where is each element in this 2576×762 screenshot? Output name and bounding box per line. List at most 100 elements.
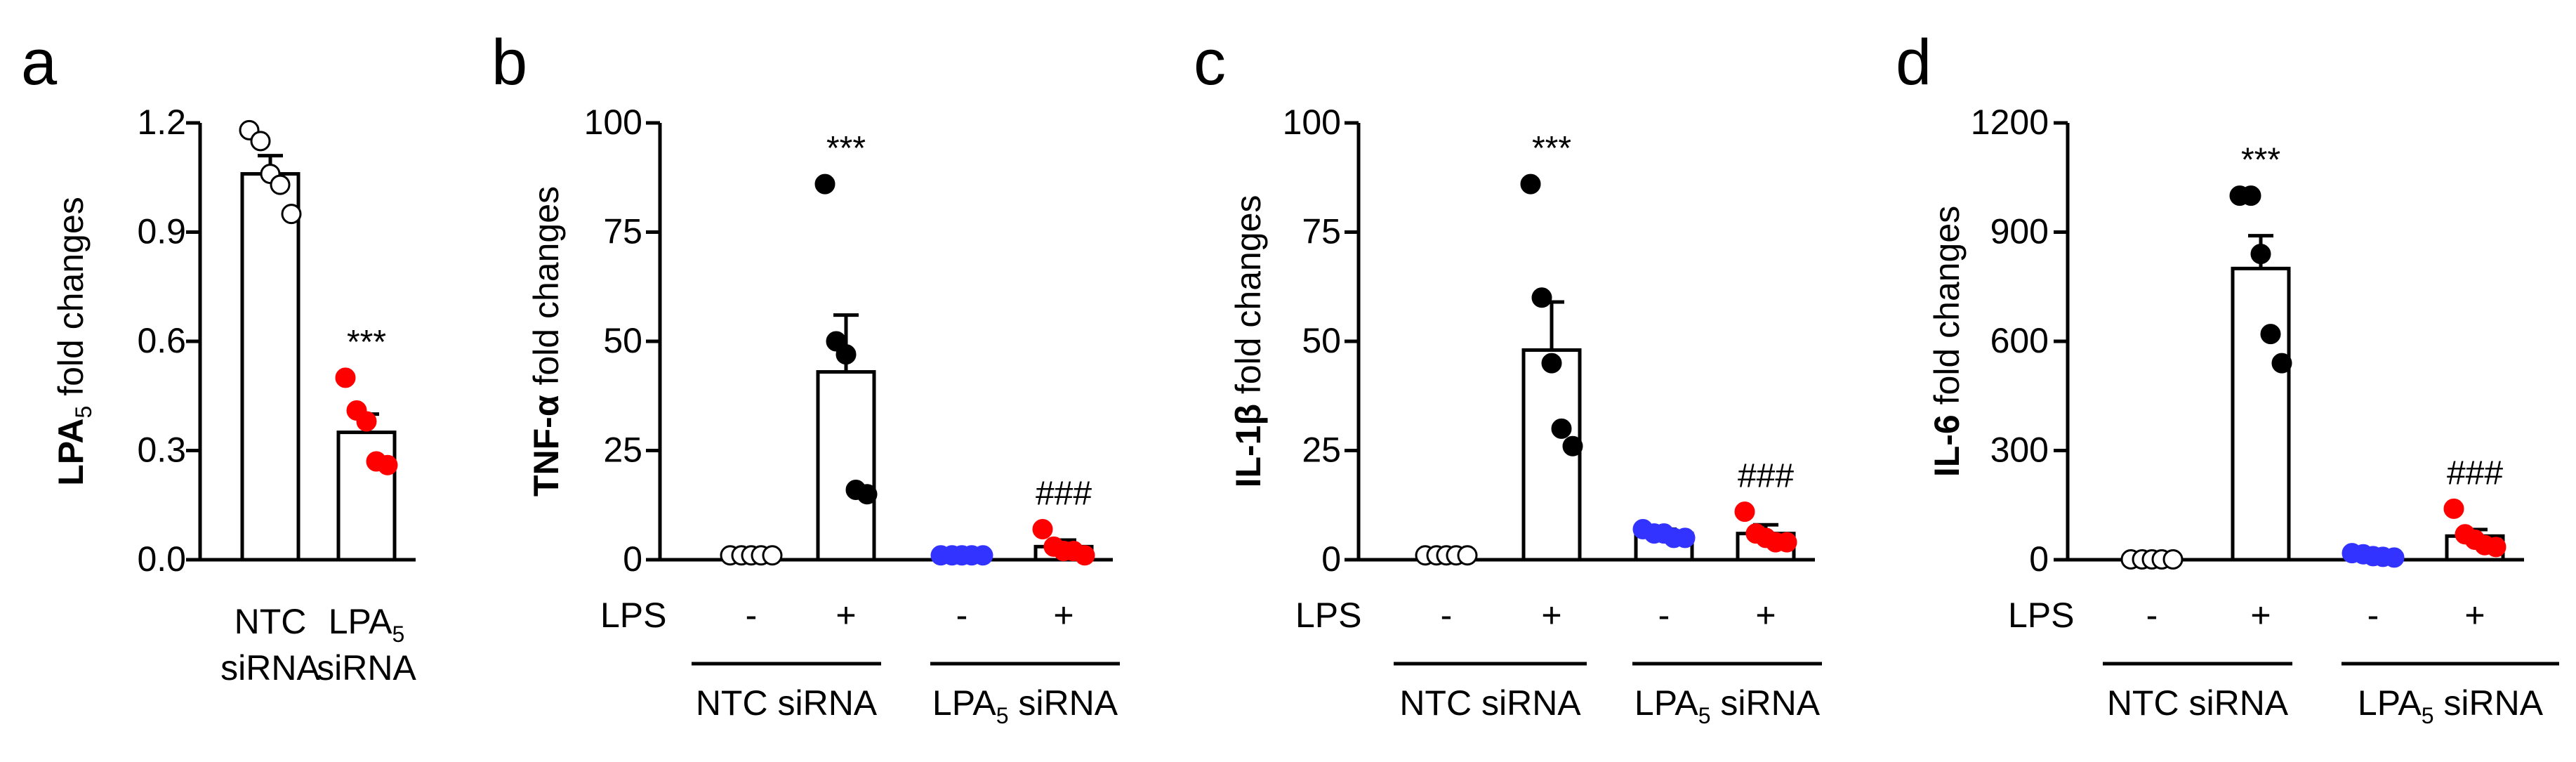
lps-sign: -: [746, 596, 758, 635]
group-label: LPA5 siRNA: [1634, 683, 1821, 728]
data-point: [2240, 185, 2261, 206]
group-label: LPA5 siRNA: [932, 683, 1118, 728]
category-label-line1: LPA5: [329, 602, 405, 647]
y-tick-label: 0.3: [137, 431, 186, 470]
y-axis-title-rest: fold changes: [527, 186, 566, 395]
y-tick-label: 0.0: [137, 539, 186, 579]
data-point: [2250, 244, 2271, 265]
y-axis-title-rest: fold changes: [1927, 206, 1967, 414]
significance-annotation: ***: [2241, 142, 2280, 179]
y-tick-label: 100: [584, 103, 642, 142]
group-label-name: NTC siRNA: [2107, 683, 2289, 723]
data-point: [1675, 527, 1696, 548]
group-label-sub: 5: [2422, 703, 2434, 728]
lps-sign: -: [1441, 596, 1453, 635]
group-label: LPA5 siRNA: [2358, 683, 2544, 728]
panel-label: d: [1896, 27, 1931, 98]
y-tick-label: 75: [1302, 212, 1341, 251]
group-label-name: NTC siRNA: [696, 683, 878, 723]
data-point: [1734, 501, 1755, 523]
group-label-name: LPA: [932, 683, 996, 723]
lps-sign: -: [2367, 596, 2379, 635]
y-axis-title: IL-1β fold changes: [1229, 195, 1268, 488]
y-axis-title-sub: 5: [71, 406, 96, 419]
y-axis-title-bold: TNF-α: [527, 395, 566, 497]
category-label-sub: 5: [392, 622, 405, 647]
lps-sign: -: [2146, 596, 2158, 635]
data-point: [1551, 418, 1572, 439]
y-axis-title-rest: fold changes: [1229, 195, 1268, 404]
panel-d: d 0 300 600 900 1200 IL-6 fold changes *** ### LP…: [1896, 27, 2559, 728]
group-label: NTC siRNA: [1399, 683, 1581, 723]
panel-b: b 0 25 50 75 100 TNF-α fold changes *** ### LPS - +…: [491, 27, 1120, 728]
y-axis-title-rest: fold changes: [51, 197, 91, 405]
data-point: [1562, 435, 1583, 456]
group-label: NTC siRNA: [2107, 683, 2289, 723]
lps-sign: -: [1658, 596, 1670, 635]
y-axis-title-bold: LPA: [51, 418, 91, 485]
data-point: [356, 411, 377, 432]
y-axis-title: TNF-α fold changes: [527, 186, 566, 497]
panel-label: a: [21, 27, 58, 98]
y-tick-label: 600: [1990, 321, 2049, 360]
bar: [2231, 266, 2291, 562]
group-label-name: LPA: [2358, 683, 2422, 723]
data-point: [2384, 547, 2405, 568]
significance-annotation: ###: [1738, 458, 1794, 495]
group-label: NTC siRNA: [696, 683, 878, 723]
group-label-sub: 5: [996, 703, 1009, 728]
significance-annotation: ***: [347, 324, 386, 361]
group-label-rest: siRNA: [1009, 683, 1118, 723]
lps-sign: +: [1755, 596, 1776, 635]
category-label-main: LPA: [329, 602, 392, 641]
data-point: [2260, 324, 2281, 345]
group-label-sub: 5: [1698, 703, 1711, 728]
y-tick-label: 0.9: [137, 212, 186, 251]
data-point: [281, 204, 302, 225]
significance-annotation: ***: [1532, 130, 1571, 167]
y-tick-label: 50: [603, 321, 642, 360]
category-label-line2: siRNA: [317, 648, 416, 688]
data-point: [1541, 353, 1562, 374]
data-point: [972, 545, 993, 566]
data-point: [814, 173, 835, 195]
group-label-rest: siRNA: [2434, 683, 2544, 723]
lps-label: LPS: [600, 596, 667, 635]
lps-sign: +: [835, 596, 856, 635]
data-point: [1520, 173, 1541, 195]
bar: [240, 172, 300, 562]
data-point: [335, 367, 356, 388]
data-point: [2485, 537, 2506, 558]
y-tick-label: 900: [1990, 212, 2049, 251]
data-point: [1776, 532, 1797, 553]
data-point: [2271, 353, 2292, 374]
data-point: [250, 131, 271, 152]
panel-c: c 0 25 50 75 100 IL-1β fold changes *** ### LPS - +…: [1194, 27, 1822, 728]
group-label-name: NTC siRNA: [1399, 683, 1581, 723]
data-point: [1032, 518, 1053, 539]
data-point: [835, 344, 857, 365]
data-point: [377, 454, 398, 475]
data-point: [2162, 548, 2184, 570]
y-tick-label: 0: [1321, 539, 1341, 579]
lps-sign: +: [2464, 596, 2485, 635]
category-label-line2: siRNA: [220, 648, 320, 688]
significance-annotation: ###: [1036, 475, 1092, 512]
bar: [336, 431, 397, 562]
data-point: [270, 174, 291, 195]
group-label-name: LPA: [1634, 683, 1698, 723]
group-label-rest: siRNA: [1711, 683, 1821, 723]
data-point: [762, 545, 783, 566]
panel-label: b: [491, 27, 527, 98]
y-axis-title: LPA5 fold changes: [51, 197, 96, 486]
data-point: [2443, 498, 2464, 519]
lps-sign: +: [1053, 596, 1074, 635]
category-label-main: NTC: [235, 602, 307, 641]
data-point: [1457, 545, 1478, 566]
lps-sign: +: [1541, 596, 1561, 635]
y-axis-title-bold: IL-1β: [1229, 404, 1268, 487]
y-tick-label: 1200: [1971, 103, 2049, 142]
lps-label: LPS: [1295, 596, 1362, 635]
y-tick-label: 75: [603, 212, 642, 251]
